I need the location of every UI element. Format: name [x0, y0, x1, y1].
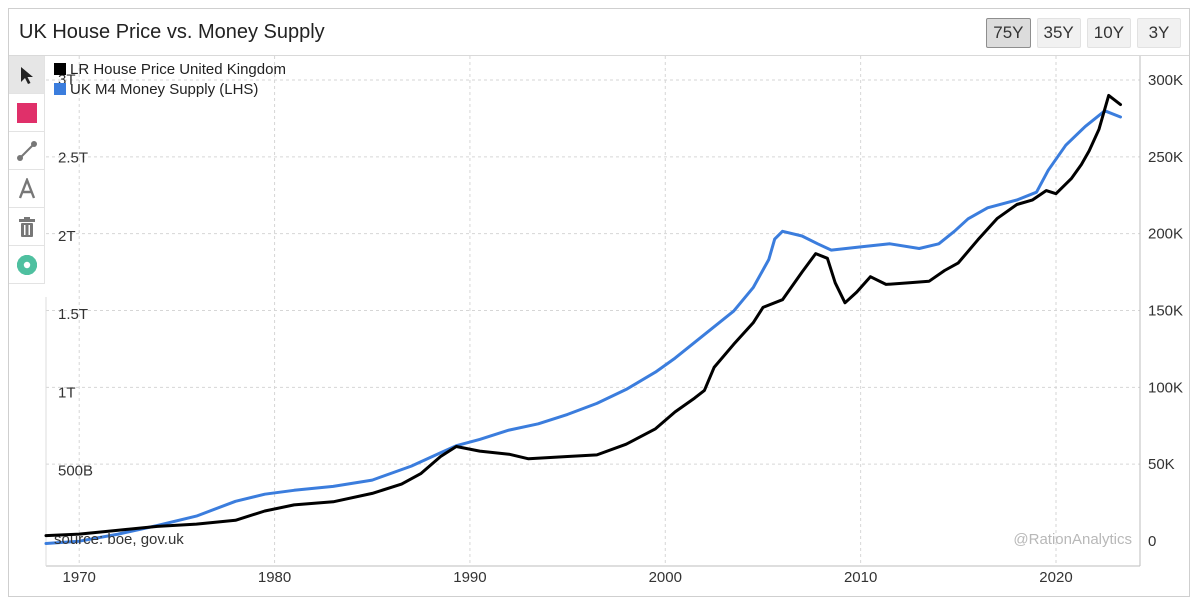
grid-lines	[46, 56, 1140, 566]
chart-header: UK House Price vs. Money Supply 75Y 35Y …	[9, 9, 1189, 56]
text-tool[interactable]	[9, 170, 45, 208]
settings-tool[interactable]	[9, 246, 45, 284]
left-tick-label: 1T	[58, 384, 76, 401]
cursor-icon	[20, 66, 33, 84]
range-button-3y[interactable]: 3Y	[1137, 18, 1181, 48]
series-lines	[44, 93, 1122, 545]
delete-tool[interactable]	[9, 208, 45, 246]
left-tick-label: 500B	[58, 463, 93, 480]
chart-title: UK House Price vs. Money Supply	[19, 21, 325, 43]
left-tick-label: 2.5T	[58, 150, 88, 167]
chart-window: UK House Price vs. Money Supply 75Y 35Y …	[8, 8, 1190, 597]
range-button-10y[interactable]: 10Y	[1086, 18, 1131, 48]
color-tool[interactable]	[9, 94, 45, 132]
cursor-tool[interactable]	[9, 56, 45, 94]
line-tool[interactable]	[9, 132, 45, 170]
right-tick-label: 250K	[1148, 149, 1183, 166]
right-tick-label: 300K	[1148, 72, 1183, 89]
gear-icon	[16, 254, 37, 275]
right-tick-label: 100K	[1148, 379, 1183, 396]
right-tick-label: 0	[1148, 533, 1156, 550]
right-tick-label: 50K	[1148, 456, 1175, 473]
watermark: @RationAnalytics	[1013, 531, 1132, 548]
legend-label: LR House Price United Kingdom	[70, 61, 286, 78]
series-line-house-price	[44, 93, 1122, 538]
range-button-35y[interactable]: 35Y	[1036, 18, 1081, 48]
range-selector: 75Y 35Y 10Y 3Y	[986, 18, 1181, 48]
right-tick-label: 200K	[1148, 226, 1183, 243]
trash-icon	[18, 216, 35, 237]
legend-swatch	[54, 83, 66, 95]
x-tick-label: 1990	[453, 569, 486, 586]
color-square-icon	[16, 102, 37, 123]
range-button-75y[interactable]: 75Y	[986, 18, 1031, 48]
x-tick-label: 1970	[63, 569, 96, 586]
right-tick-label: 150K	[1148, 303, 1183, 320]
x-tick-label: 2010	[844, 569, 877, 586]
axes: 1970 1980 1990 2000 2010 2020 0 50K 100K 150K 200K…	[45, 56, 1183, 586]
legend: LR House Price United Kingdom UK M4 Money…	[54, 61, 286, 98]
legend-label: UK M4 Money Supply (LHS)	[70, 81, 258, 98]
line-tool-icon	[16, 140, 37, 161]
legend-swatch	[54, 63, 66, 75]
drawing-toolbar	[9, 56, 45, 284]
series-line-money-supply	[44, 109, 1122, 545]
x-tick-label: 2000	[649, 569, 682, 586]
source-label: source: boe, gov.uk	[54, 531, 184, 548]
text-tool-icon	[18, 177, 35, 198]
x-tick-label: 2020	[1039, 569, 1072, 586]
left-tick-label: 1.5T	[58, 306, 88, 323]
x-tick-label: 1980	[258, 569, 291, 586]
left-tick-label: 2T	[58, 228, 76, 245]
